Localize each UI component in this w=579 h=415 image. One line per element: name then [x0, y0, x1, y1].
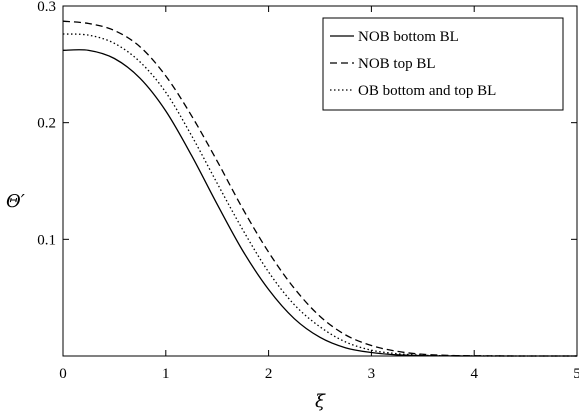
plot-frame	[62, 5, 578, 357]
tick-marks	[62, 5, 578, 356]
series-lines	[62, 20, 578, 357]
x-tick-label: 5	[573, 366, 579, 382]
x-tick-label: 1	[162, 366, 170, 382]
series-line-3	[62, 33, 578, 357]
y-axis-title: Θ′	[6, 191, 25, 212]
x-tick-label: 0	[59, 366, 67, 382]
legend-label-1: NOB bottom BL	[358, 29, 459, 45]
x-tick-label: 3	[368, 366, 376, 382]
legend-box	[322, 17, 564, 111]
y-tick-label: 0.3	[37, 0, 56, 15]
legend-label-2: NOB top BL	[358, 56, 436, 72]
legend: NOB bottom BL NOB top BL OB bottom and top…	[322, 17, 564, 111]
legend-label-3: OB bottom and top BL	[358, 83, 496, 99]
tick-labels: 0 1 2 3 4 5 0.1 0.2 0.3	[37, 0, 579, 382]
series-line-2	[62, 20, 578, 357]
x-tick-label: 4	[470, 366, 478, 382]
y-tick-label: 0.1	[37, 232, 56, 248]
x-tick-label: 2	[265, 366, 273, 382]
x-axis-title: ξ	[315, 391, 326, 412]
y-tick-label: 0.2	[37, 116, 56, 132]
